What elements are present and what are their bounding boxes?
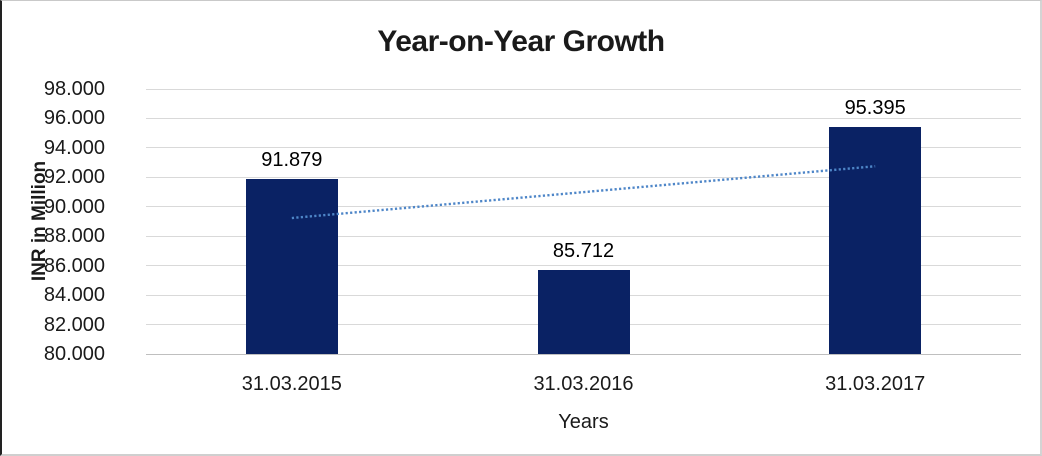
bar-value-label: 85.712 (552, 239, 615, 262)
gridline (146, 265, 1021, 267)
trendline (291, 165, 876, 220)
chart-title: Year-on-Year Growth (377, 25, 665, 58)
bar-31.03.2016 (537, 269, 630, 354)
y-tick-label: 98.000 (43, 78, 105, 100)
bar-31.03.2015 (245, 179, 338, 354)
y-tick-label: 86.000 (43, 254, 105, 277)
y-tick-label: 96.000 (43, 107, 105, 130)
x-axis-title: Years (558, 411, 609, 433)
y-tick-label: 84.000 (43, 284, 105, 307)
x-tick-label: 31.03.2016 (533, 373, 634, 395)
bar-31.03.2017 (829, 127, 922, 354)
y-tick-label: 80.000 (43, 343, 105, 365)
x-tick-label: 31.03.2017 (825, 373, 926, 395)
bar-value-label: 95.395 (844, 97, 906, 120)
y-tick-label: 88.000 (43, 225, 105, 248)
bar-value-label: 91.879 (261, 149, 323, 172)
plot-area: 98.000 96.000 94.000 92.000 90.000 88.000 86.0… (44, 78, 1021, 395)
x-axis-line (146, 353, 1021, 355)
gridline (146, 235, 1021, 237)
y-tick-label: 92.000 (43, 166, 105, 189)
gridline (146, 147, 1021, 149)
y-tick-label: 90.000 (43, 195, 105, 218)
gridline (146, 88, 1021, 90)
gridline (146, 117, 1021, 119)
x-tick-label: 31.03.2015 (241, 373, 342, 395)
y-tick-label: 82.000 (43, 313, 105, 336)
y-tick-label: 94.000 (43, 136, 105, 159)
